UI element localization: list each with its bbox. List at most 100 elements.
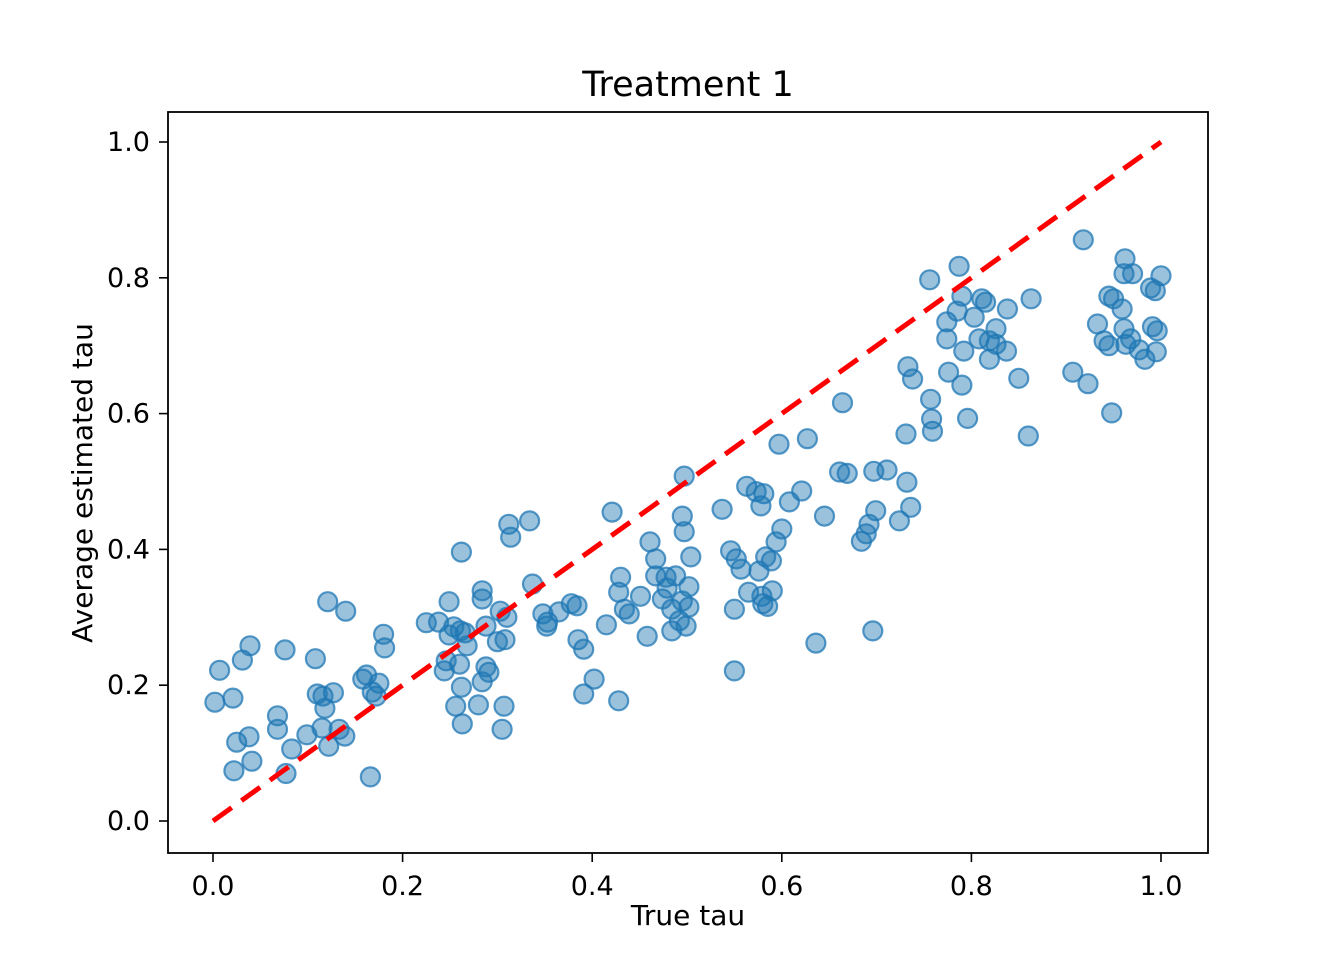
- scatter-point: [951, 374, 973, 396]
- scatter-point: [1121, 263, 1144, 285]
- scatter-point: [900, 496, 922, 518]
- scatter-point: [753, 483, 775, 505]
- scatter-point: [661, 620, 683, 642]
- scatter-point: [595, 614, 618, 636]
- scatter-point: [796, 428, 819, 450]
- scatter-point: [241, 750, 263, 772]
- x-tick-label: 1.0: [1140, 871, 1183, 902]
- x-tick-label: 0.4: [571, 871, 614, 902]
- x-tick-label: 0.6: [760, 871, 803, 902]
- x-tick-label: 0.2: [381, 871, 424, 902]
- scatter-point: [1062, 361, 1084, 383]
- scatter-point: [750, 495, 772, 517]
- scatter-point: [1008, 367, 1030, 389]
- scatter-point: [645, 548, 667, 570]
- scatter-point: [725, 548, 747, 570]
- y-tick-label: 0.6: [107, 399, 150, 430]
- scatter-point: [1111, 298, 1133, 320]
- axes-frame: [167, 111, 1209, 854]
- scatter-point: [963, 306, 985, 328]
- scatter-point: [222, 687, 244, 709]
- scatter-point: [304, 648, 326, 670]
- scatter-point: [223, 760, 245, 782]
- y-tick-label: 0.8: [107, 263, 150, 294]
- scatter-point: [671, 505, 693, 527]
- y-axis-label: Average estimated tau: [66, 323, 99, 643]
- scatter-point: [491, 718, 513, 740]
- scatter-point: [831, 392, 854, 414]
- scatter-point: [471, 588, 493, 610]
- scatter-point: [813, 505, 836, 527]
- scatter-point: [1134, 348, 1156, 370]
- scatter-point: [471, 580, 493, 602]
- scatter-point: [445, 695, 467, 717]
- scatter-point: [608, 581, 630, 603]
- scatter-point: [1144, 280, 1166, 302]
- scatter-point: [805, 632, 827, 654]
- scatter-point: [209, 659, 231, 681]
- scatter-point: [456, 635, 478, 657]
- scatter-point: [608, 690, 630, 712]
- scatter-point: [748, 560, 770, 582]
- scatter-point: [1098, 335, 1120, 357]
- scatter-point: [266, 718, 289, 740]
- scatter-point: [493, 695, 515, 717]
- x-tick-label: 0.0: [192, 871, 235, 902]
- scatter-point: [618, 603, 640, 625]
- scatter-point: [771, 518, 793, 540]
- y-tick-label: 0.0: [107, 806, 150, 837]
- y-tick-label: 0.4: [107, 534, 150, 565]
- scatter-point: [921, 420, 944, 442]
- scatter-point: [836, 462, 858, 484]
- scatter-point: [1077, 373, 1099, 395]
- scatter-point: [723, 660, 746, 682]
- scatter-point: [438, 624, 460, 646]
- scatter-point: [467, 694, 489, 716]
- scatter-point: [897, 356, 919, 378]
- scatter-point: [895, 423, 917, 445]
- scatter-point: [1146, 320, 1168, 342]
- scatter-point: [374, 637, 396, 659]
- scatter-point: [862, 620, 884, 642]
- scatter-point: [888, 510, 911, 532]
- scatter-point: [438, 591, 460, 613]
- scatter-point: [680, 546, 702, 568]
- scatter-point: [974, 291, 997, 313]
- scatter-point: [723, 598, 746, 620]
- scatter-point: [1072, 229, 1094, 251]
- scatter-point: [359, 766, 381, 788]
- scatter-point: [768, 433, 790, 455]
- scatter-point: [204, 691, 226, 713]
- scatter-point: [231, 649, 253, 671]
- scatter-point: [985, 318, 1007, 340]
- scatter-point: [471, 671, 493, 693]
- scatter-point: [314, 697, 336, 719]
- scatter-point: [518, 510, 541, 532]
- y-tick-label: 0.2: [107, 670, 150, 701]
- scatter-point: [361, 681, 383, 703]
- scatter-point: [791, 480, 813, 502]
- scatter-point: [828, 461, 851, 483]
- scatter-point: [948, 255, 970, 277]
- scatter-point: [876, 459, 898, 481]
- scatter-point: [936, 311, 958, 333]
- scatter-point: [500, 526, 522, 548]
- scatter-point: [978, 348, 1001, 370]
- chart-title: Treatment 1: [581, 65, 794, 105]
- scatter-point: [433, 660, 455, 682]
- scatter-point: [730, 558, 752, 580]
- scatter-point: [956, 407, 979, 429]
- scatter-point: [629, 585, 652, 607]
- scatter-point: [486, 631, 508, 653]
- x-tick-label: 0.8: [950, 871, 993, 902]
- scatter-point: [226, 731, 248, 753]
- scatter-point: [601, 501, 623, 523]
- scatter-point: [937, 361, 960, 383]
- scatter-point: [536, 615, 558, 637]
- scatter-point: [274, 639, 296, 661]
- scatter-point: [1017, 425, 1039, 447]
- scatter-point: [761, 580, 783, 602]
- scatter-point: [673, 521, 695, 543]
- scatter-point: [919, 269, 941, 291]
